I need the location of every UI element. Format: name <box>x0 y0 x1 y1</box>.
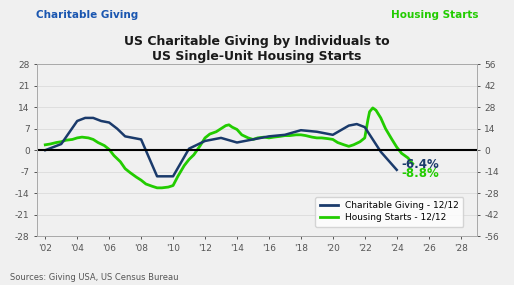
Legend: Charitable Giving - 12/12, Housing Starts - 12/12: Charitable Giving - 12/12, Housing Start… <box>315 197 463 227</box>
Text: -6.4%: -6.4% <box>401 158 439 170</box>
Text: Sources: Giving USA, US Census Bureau: Sources: Giving USA, US Census Bureau <box>10 273 179 282</box>
Text: Housing Starts: Housing Starts <box>391 10 478 20</box>
Text: Charitable Giving: Charitable Giving <box>36 10 138 20</box>
Text: -8.8%: -8.8% <box>401 167 439 180</box>
Title: US Charitable Giving by Individuals to
US Single-Unit Housing Starts: US Charitable Giving by Individuals to U… <box>124 35 390 63</box>
